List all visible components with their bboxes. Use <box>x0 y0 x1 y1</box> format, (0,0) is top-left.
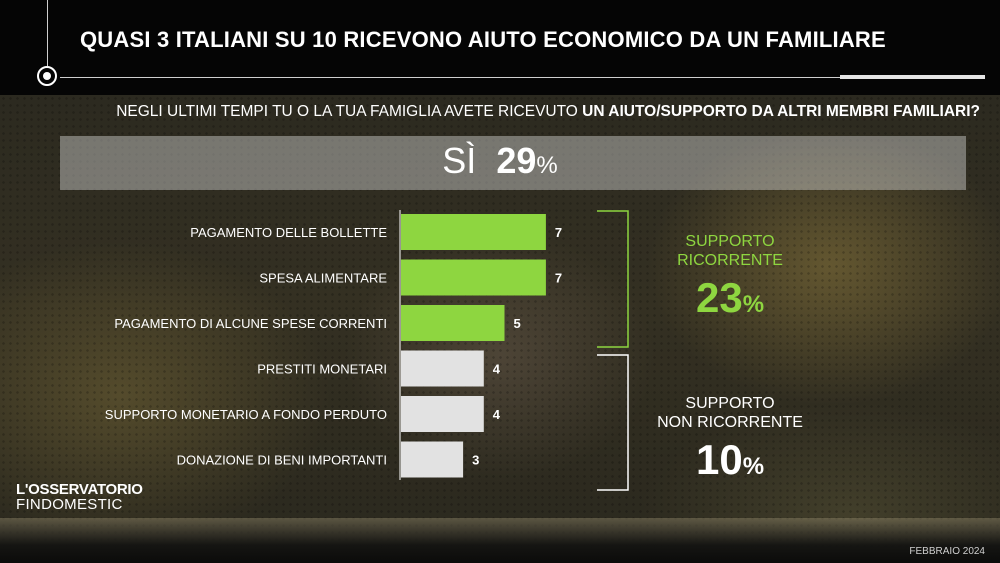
group-recurring-value-wrap: 23% <box>640 274 820 322</box>
value-label-3: 5 <box>514 316 521 331</box>
report-date: FEBBRAIO 2024 <box>909 546 985 557</box>
group-non-recurring-unit: % <box>742 453 765 480</box>
bar-3 <box>401 305 505 341</box>
value-label-4: 4 <box>493 362 501 377</box>
bar-5 <box>401 396 484 432</box>
group-recurring: SUPPORTO RICORRENTE 23% <box>640 232 820 322</box>
category-label-4: PRESTITI MONETARI <box>257 362 387 377</box>
value-label-5: 4 <box>493 407 501 422</box>
survey-question: NEGLI ULTIMI TEMPI TU O LA TUA FAMIGLIA … <box>60 103 980 121</box>
bar-group: PAGAMENTO DELLE BOLLETTE 7 SPESA ALIMENTAR… <box>105 214 562 478</box>
group-recurring-unit: % <box>742 291 765 318</box>
bottom-strip <box>0 518 1000 563</box>
bar-6 <box>401 441 464 478</box>
header-vertical-line <box>47 0 48 66</box>
value-label-6: 3 <box>472 453 479 468</box>
category-label-3: PAGAMENTO DI ALCUNE SPESE CORRENTI <box>114 316 387 331</box>
group-recurring-label-2: RICORRENTE <box>677 252 783 269</box>
bar-2 <box>401 259 546 296</box>
category-label-5: SUPPORTO MONETARIO A FONDO PERDUTO <box>105 407 387 422</box>
group-non-recurring-label-1: SUPPORTO <box>685 395 775 412</box>
value-label-2: 7 <box>555 271 562 286</box>
yes-result: SÌ 29% <box>0 140 1000 182</box>
yes-value: 29 <box>496 140 537 181</box>
question-prefix: NEGLI ULTIMI TEMPI TU O LA TUA FAMIGLIA … <box>116 103 583 120</box>
group-non-recurring: SUPPORTO NON RICORRENTE 10% <box>640 394 820 484</box>
bracket-recurring <box>597 210 629 348</box>
yes-label: SÌ <box>442 140 477 181</box>
category-label-1: PAGAMENTO DELLE BOLLETTE <box>190 225 387 240</box>
yes-unit: % <box>536 152 558 179</box>
group-recurring-label-1: SUPPORTO <box>685 233 775 250</box>
logo-line-1: L'OSSERVATORIO <box>16 481 143 498</box>
group-recurring-value: 23 <box>695 274 743 321</box>
header-bar <box>0 0 1000 95</box>
page-title: QUASI 3 ITALIANI SU 10 RICEVONO AIUTO EC… <box>80 27 886 52</box>
header-circle-dot <box>43 72 51 80</box>
bar-4 <box>401 350 484 387</box>
header-accent-line <box>840 75 985 79</box>
bar-1 <box>401 214 546 250</box>
yes-band <box>60 136 966 190</box>
group-non-recurring-label-2: NON RICORRENTE <box>657 414 803 431</box>
group-non-recurring-value-wrap: 10% <box>640 436 820 484</box>
header-horizontal-line <box>60 77 985 78</box>
category-label-2: SPESA ALIMENTARE <box>259 271 387 286</box>
question-bold: UN AIUTO/SUPPORTO DA ALTRI MEMBRI FAMILI… <box>582 103 980 120</box>
value-label-1: 7 <box>555 225 562 240</box>
category-label-6: DONAZIONE DI BENI IMPORTANTI <box>177 453 387 468</box>
group-non-recurring-value: 10 <box>695 436 743 483</box>
brand-logo: L'OSSERVATORIO FINDOMESTIC <box>16 482 143 512</box>
bracket-non-recurring <box>597 354 629 491</box>
logo-line-2: FINDOMESTIC <box>16 496 123 513</box>
